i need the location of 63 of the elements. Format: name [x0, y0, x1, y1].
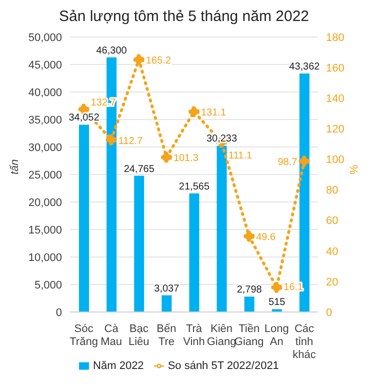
legend-label: So sánh 5T 2022/2021 — [168, 360, 279, 372]
y-tick-label: 5,000 — [34, 279, 62, 292]
y2-tick-label: 160 — [326, 62, 344, 74]
data-label: 2,798 — [236, 284, 262, 296]
y-tick-label: 45,000 — [28, 59, 62, 72]
y-tick-label: 10,000 — [28, 252, 62, 264]
y2-axis-title: % — [347, 164, 360, 175]
y-tick-label: 30,000 — [28, 142, 62, 154]
point — [244, 230, 255, 242]
bar — [134, 176, 144, 312]
x-tick-label: Các tỉnh khác — [292, 323, 316, 361]
y2-tick-label: 140 — [326, 93, 344, 106]
y2-tick-label: 0 — [326, 306, 332, 319]
data-label: 21,565 — [178, 181, 210, 192]
y-tick-label: 0 — [56, 306, 62, 319]
data-label: 46,300 — [96, 45, 128, 56]
data-label: 3,037 — [154, 283, 180, 294]
data-label: 24,765 — [124, 164, 155, 175]
y2-tick-label: 120 — [326, 124, 344, 136]
point — [133, 54, 144, 66]
y-axis-title: tấn — [8, 159, 21, 174]
data-label: 131.1 — [201, 108, 226, 119]
point — [160, 152, 172, 163]
x-tick-label: Tiền Giang — [234, 323, 264, 348]
y-tick-label: 35,000 — [28, 114, 62, 126]
data-label: 98.7 — [278, 157, 298, 168]
y-tick-label: 20,000 — [28, 196, 62, 209]
data-label: 165.2 — [146, 56, 172, 67]
y2-tick-label: 20 — [326, 276, 338, 288]
x-tick-label: Sóc Trăng — [70, 323, 98, 348]
x-tick-label: Kiên Giang — [206, 323, 236, 348]
y-tick-label: 25,000 — [28, 169, 62, 182]
bar — [162, 295, 172, 312]
x-tick-label: Cà Mau — [100, 323, 122, 348]
bar — [189, 193, 200, 312]
data-label: 49.6 — [256, 232, 276, 244]
data-label: 111.1 — [228, 150, 253, 162]
y-tick-label: 40,000 — [28, 86, 62, 99]
point — [271, 282, 282, 293]
data-label: 34,052 — [68, 112, 100, 124]
y2-tick-label: 100 — [326, 154, 344, 166]
y-tick-label: 15,000 — [28, 224, 62, 236]
y2-tick-label: 40 — [326, 246, 338, 258]
chart-title: Sản lượng tôm thẻ 5 tháng năm 2022 — [58, 8, 310, 25]
bar — [216, 146, 227, 312]
data-label: 515 — [268, 297, 286, 308]
y-tick-label: 50,000 — [28, 32, 62, 44]
x-tick-label: Long An — [264, 323, 289, 348]
y2-tick-label: 80 — [326, 184, 338, 197]
data-label: 112.7 — [118, 136, 144, 147]
y2-tick-label: 180 — [326, 32, 344, 44]
y2-tick-label: 60 — [326, 215, 338, 228]
x-tick-label: Bạc Liêu — [128, 323, 150, 348]
point — [188, 106, 200, 118]
bar — [79, 124, 89, 312]
bar — [244, 296, 254, 312]
data-label: 101.3 — [173, 153, 199, 164]
data-label: 43,362 — [289, 62, 320, 73]
legend-label: Năm 2022 — [93, 360, 144, 372]
x-tick-label: Bến Tre — [156, 323, 176, 348]
x-tick-label: Trà Vinh — [183, 323, 205, 348]
point — [106, 134, 117, 146]
point — [298, 156, 310, 167]
